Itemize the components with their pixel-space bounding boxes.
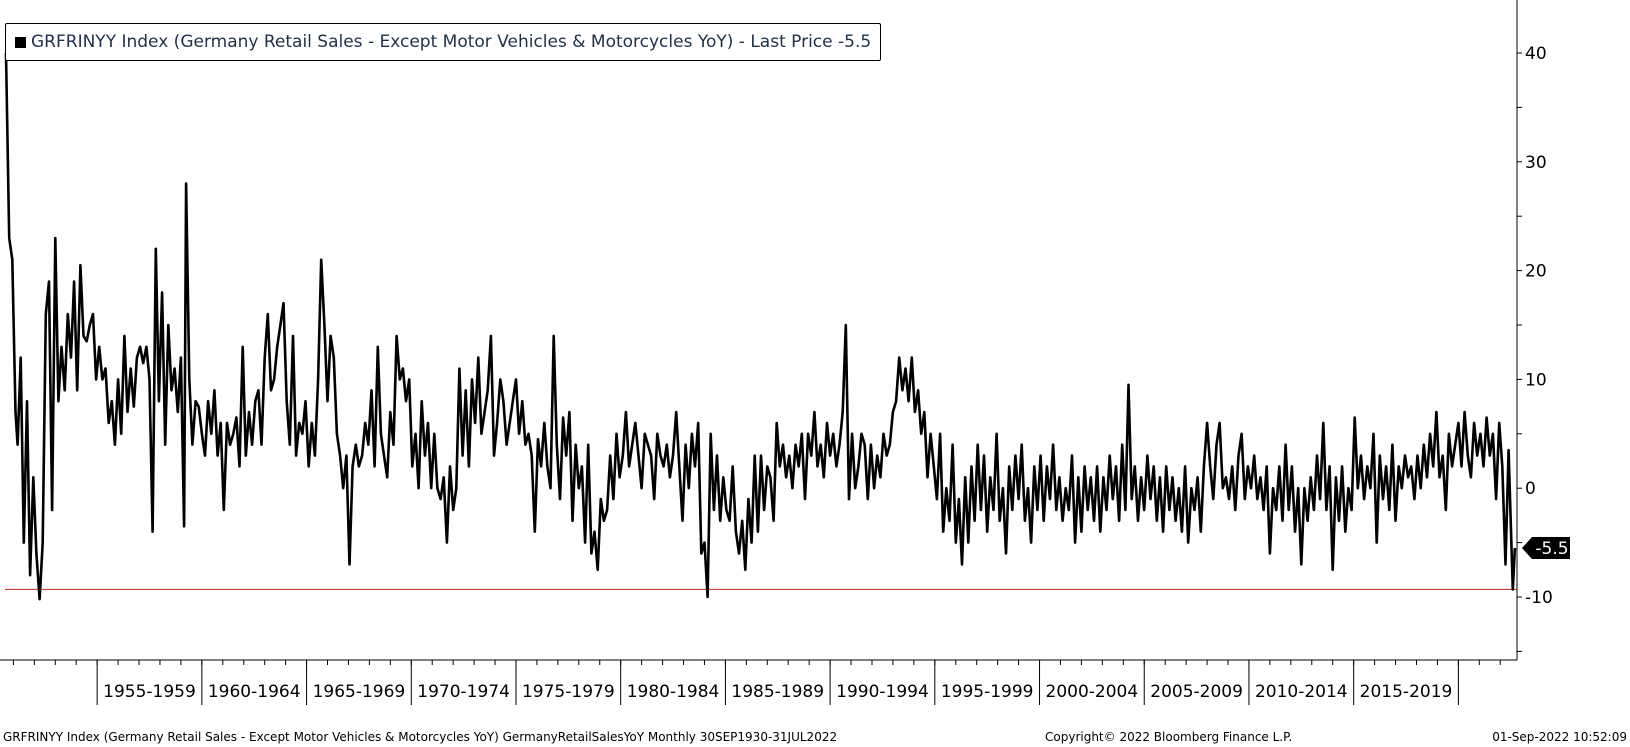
plot-area xyxy=(4,52,1517,601)
last-price-tag-shape xyxy=(1522,537,1570,560)
x-tick-label: 1995-1999 xyxy=(941,682,1034,702)
x-tick-label: 2015-2019 xyxy=(1360,682,1453,702)
y-tick-label: 20 xyxy=(1525,262,1547,282)
legend-label: GRFRINYY Index (Germany Retail Sales - E… xyxy=(31,32,872,52)
x-tick-label: 1990-1994 xyxy=(836,682,929,702)
legend-swatch xyxy=(15,36,26,48)
y-tick-label: 30 xyxy=(1525,153,1547,173)
y-tick-label: -10 xyxy=(1525,588,1553,608)
last-price-tag: -5.5 xyxy=(1522,537,1570,560)
y-tick-label: 40 xyxy=(1525,44,1547,64)
x-tick-label: 1980-1984 xyxy=(627,682,720,702)
x-tick-label: 2000-2004 xyxy=(1046,682,1139,702)
y-tick-label: 0 xyxy=(1525,479,1536,499)
y-tick-label: 10 xyxy=(1525,370,1547,390)
series-line-grfrinyy xyxy=(4,52,1517,601)
footer-timestamp: 01-Sep-2022 10:52:09 xyxy=(1492,730,1627,744)
x-tick-label: 1985-1989 xyxy=(731,682,824,702)
footer-copyright: Copyright© 2022 Bloomberg Finance L.P. xyxy=(1045,730,1293,744)
x-tick-label: 2010-2014 xyxy=(1255,682,1348,702)
x-tick-label: 2005-2009 xyxy=(1150,682,1243,702)
footer-description: GRFRINYY Index (Germany Retail Sales - E… xyxy=(3,730,838,744)
x-tick-label: 1960-1964 xyxy=(208,682,301,702)
x-tick-label: 1970-1974 xyxy=(417,682,510,702)
y-axis: -10 0 10 20 30 40 xyxy=(1516,0,1553,660)
x-axis: 1955-1959 1960-1964 1965-1969 1970-1974 1975… xyxy=(0,659,1517,705)
x-tick-label: 1975-1979 xyxy=(522,682,615,702)
x-tick-label: 1965-1969 xyxy=(313,682,406,702)
legend: GRFRINYY Index (Germany Retail Sales - E… xyxy=(5,23,882,61)
last-price-label: -5.5 xyxy=(1535,539,1568,559)
x-tick-label: 1955-1959 xyxy=(103,682,196,702)
